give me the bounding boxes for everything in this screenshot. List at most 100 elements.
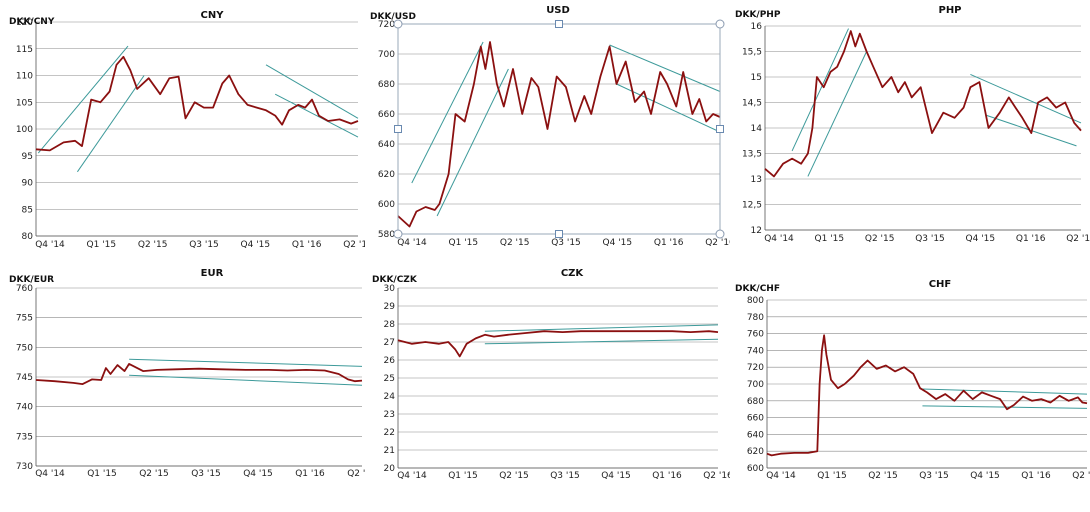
y-tick-label: 755 — [16, 314, 33, 324]
x-tick-label: Q1 '15 — [87, 240, 117, 250]
y-tick-label: 620 — [747, 447, 764, 457]
x-tick-label: Q1 '15 — [817, 471, 847, 481]
y-tick-label: 100 — [16, 125, 33, 135]
x-tick-label: Q3 '15 — [915, 234, 945, 244]
y-tick-label: 800 — [747, 296, 764, 306]
y-tick-label: 80 — [22, 232, 34, 242]
x-tick-label: Q3 '15 — [191, 469, 221, 479]
x-tick-label: Q3 '15 — [551, 238, 581, 248]
chart-title: EUR — [201, 268, 224, 279]
resize-handle-corner — [715, 229, 725, 239]
x-tick-label: Q1 '15 — [815, 234, 845, 244]
x-tick-label: Q1 '15 — [449, 238, 479, 248]
y-tick-label: 24 — [384, 392, 396, 402]
y-tick-label: 90 — [22, 179, 34, 189]
x-tick-label: Q1 '16 — [292, 240, 322, 250]
y-tick-label: 28 — [384, 320, 396, 330]
y-tick-label: 720 — [378, 20, 395, 30]
y-tick-label: 85 — [22, 205, 33, 215]
resize-handle-side — [555, 230, 563, 238]
y-tick-label: 110 — [16, 72, 33, 82]
chart-usd: 580 600 620 640 660 680 700 720 Q4 '14 Q1 '15 Q2 '… — [370, 5, 730, 248]
y-tick-label: 720 — [747, 363, 764, 373]
trend-line — [484, 338, 719, 345]
x-tick-label: Q2 '15 — [868, 471, 898, 481]
resize-handle-side — [716, 125, 724, 133]
x-tick-label: Q4 '15 — [966, 234, 996, 244]
y-tick-label: 115 — [16, 45, 33, 55]
x-tick-label: Q4 '15 — [970, 471, 1000, 481]
y-tick-label: 740 — [747, 346, 764, 356]
x-tick-label: Q4 '14 — [764, 234, 794, 244]
x-tick-label: Q4 '15 — [601, 471, 631, 481]
y-tick-label: 95 — [22, 152, 33, 162]
x-tick-label: Q1 '15 — [87, 469, 117, 479]
y-tick-label: 120 — [16, 18, 33, 28]
y-tick-label: 620 — [378, 170, 395, 180]
resize-handle-corner — [393, 229, 403, 239]
y-tick-label: 745 — [16, 373, 33, 383]
x-tick-label: Q4 '15 — [603, 238, 633, 248]
y-tick-label: 600 — [378, 200, 395, 210]
x-tick-label: Q3 '15 — [919, 471, 949, 481]
y-tick-label: 580 — [378, 230, 395, 240]
resize-handle-side — [555, 20, 563, 28]
y-tick-label: 13,5 — [742, 150, 762, 160]
trend-line — [129, 358, 363, 367]
trend-line — [609, 44, 721, 92]
resize-handle-corner — [393, 19, 403, 29]
y-axis-label: DKK/PHP — [735, 10, 781, 20]
x-tick-label: Q2 '16 — [1066, 234, 1090, 244]
y-tick-label: 27 — [384, 338, 395, 348]
y-axis-label: DKK/CNY — [9, 17, 55, 27]
series-line — [397, 330, 719, 358]
x-tick-label: Q1 '16 — [1021, 471, 1051, 481]
y-tick-label: 16 — [751, 22, 763, 32]
x-tick-label: Q2 '16 — [347, 469, 365, 479]
y-tick-label: 600 — [747, 464, 764, 474]
y-tick-label: 680 — [747, 397, 764, 407]
y-axis-label: DKK/USD — [370, 12, 416, 22]
chart-title: CZK — [561, 268, 585, 279]
x-tick-label: Q1 '16 — [652, 471, 682, 481]
y-tick-label: 15,5 — [742, 48, 762, 58]
y-tick-label: 660 — [747, 414, 764, 424]
y-tick-label: 29 — [384, 302, 396, 312]
y-tick-label: 14 — [751, 124, 763, 134]
x-tick-label: Q4 '14 — [397, 471, 427, 481]
trend-line — [274, 93, 359, 138]
series-line — [35, 363, 363, 385]
y-tick-label: 12 — [751, 226, 762, 236]
y-tick-label: 22 — [384, 428, 395, 438]
chart-php: 12 12,5 13 13,5 14 14,5 15 15,5 16 Q4 '14 Q1 '15 Q2… — [735, 5, 1090, 244]
x-tick-label: Q1 '15 — [448, 471, 478, 481]
x-tick-label: Q3 '15 — [550, 471, 580, 481]
x-tick-label: Q4 '14 — [35, 240, 65, 250]
trend-line — [265, 64, 359, 119]
x-tick-label: Q1 '16 — [654, 238, 684, 248]
y-tick-label: 780 — [747, 313, 764, 323]
series-line — [397, 41, 721, 228]
selection-frame — [397, 23, 721, 235]
trend-line — [76, 75, 145, 173]
trend-line — [922, 388, 1088, 395]
y-tick-label: 740 — [16, 403, 33, 413]
chart-title: PHP — [938, 5, 961, 16]
x-tick-label: Q4 '14 — [766, 471, 796, 481]
x-tick-label: Q2 '15 — [138, 240, 168, 250]
chart-chf: 600 620 640 660 680 700 720 740 760 780 800 Q4 '14 Q… — [735, 279, 1090, 481]
y-tick-label: 680 — [378, 80, 395, 90]
trend-line — [37, 45, 129, 154]
y-tick-label: 660 — [378, 110, 395, 120]
x-tick-label: Q4 '14 — [397, 238, 427, 248]
y-axis-label: DKK/CZK — [372, 275, 418, 285]
chart-czk: 20 21 22 23 24 25 26 27 28 29 30 Q4 '14 Q1 '15 Q2 '15… — [372, 268, 730, 481]
y-tick-label: 30 — [384, 284, 396, 294]
trend-line — [970, 73, 1082, 124]
chart-cny: 80 85 90 95 100 105 110 115 120 Q4 '14 Q1 '15 Q2 '1… — [9, 10, 365, 250]
y-tick-label: 23 — [384, 410, 395, 420]
y-tick-label: 26 — [384, 356, 396, 366]
y-tick-label: 15 — [751, 73, 762, 83]
x-tick-label: Q2 '15 — [865, 234, 895, 244]
y-tick-label: 14,5 — [742, 99, 762, 109]
